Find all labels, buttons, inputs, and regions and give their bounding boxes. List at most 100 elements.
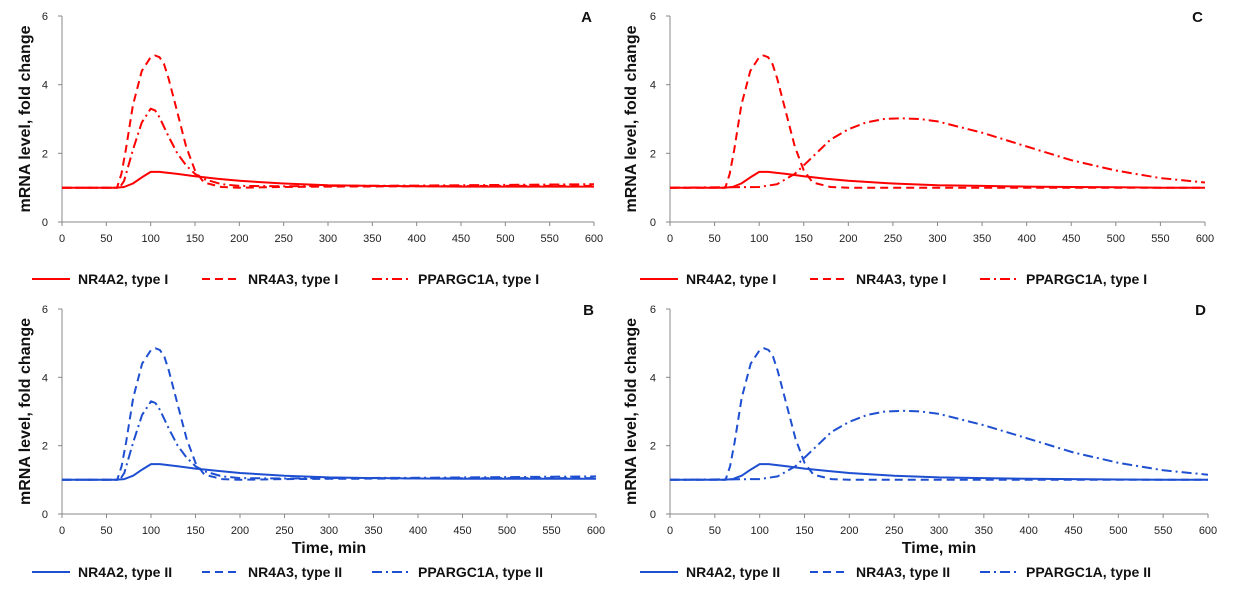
y-tick-label: 2 xyxy=(650,148,656,160)
x-tick-label: 50 xyxy=(708,233,720,245)
y-tick-label: 4 xyxy=(650,372,656,384)
x-tick-label: 300 xyxy=(320,525,338,537)
x-tick-label: 100 xyxy=(141,233,159,245)
x-tick-label: 500 xyxy=(1107,233,1125,245)
legend: NR4A2, type I NR4A3, type I PPARGC1A, type… xyxy=(32,271,539,287)
legend-label: PPARGC1A, type II xyxy=(1026,564,1151,580)
series-line xyxy=(670,170,1205,189)
x-tick-label: 550 xyxy=(1151,233,1169,245)
x-tick-label: 150 xyxy=(795,525,813,537)
y-tick-label: 0 xyxy=(650,217,656,229)
x-tick-label: 500 xyxy=(1109,525,1127,537)
y-tick-label: 4 xyxy=(650,80,656,92)
x-tick-label: 350 xyxy=(363,233,381,245)
y-axis-label: mRNA level, fold change xyxy=(17,25,34,212)
series-line xyxy=(62,400,597,481)
series-line xyxy=(670,54,1205,189)
x-tick-label: 50 xyxy=(709,525,721,537)
y-tick-label: 2 xyxy=(42,148,48,160)
y-axis-label: mRNA level, fold change xyxy=(17,318,34,505)
panel-B: 0 2 4 6 0 50 100 150 200 250 300 350 400 450 500 550 600… xyxy=(17,302,605,580)
x-tick-label: 0 xyxy=(59,233,65,245)
legend-label: NR4A3, type II xyxy=(248,564,342,580)
x-tick-label: 150 xyxy=(186,233,204,245)
x-tick-label: 450 xyxy=(1064,525,1082,537)
legend-label: NR4A2, type I xyxy=(686,271,776,287)
x-tick-label: 600 xyxy=(1196,233,1214,245)
x-tick-label: 200 xyxy=(839,233,857,245)
series-line xyxy=(62,54,594,189)
x-tick-label: 500 xyxy=(498,525,516,537)
legend-label: NR4A2, type II xyxy=(686,564,780,580)
x-tick-label: 100 xyxy=(750,525,768,537)
x-tick-label: 100 xyxy=(142,525,160,537)
y-tick-label: 4 xyxy=(42,372,48,384)
y-tick-label: 6 xyxy=(42,11,48,23)
y-tick-label: 0 xyxy=(42,509,48,521)
y-tick-label: 6 xyxy=(650,11,656,23)
x-tick-label: 450 xyxy=(1062,233,1080,245)
x-tick-label: 100 xyxy=(750,233,768,245)
x-tick-label: 400 xyxy=(409,525,427,537)
legend-label: NR4A2, type II xyxy=(78,564,172,580)
x-tick-label: 50 xyxy=(100,233,112,245)
x-tick-label: 250 xyxy=(275,525,293,537)
series-line xyxy=(62,347,596,481)
series-line xyxy=(62,107,595,189)
panel-label: B xyxy=(583,302,594,319)
x-tick-label: 400 xyxy=(1019,525,1037,537)
panel-C: 0 2 4 6 0 50 100 150 200 250 300 350 400 450 500 550 600… xyxy=(623,9,1214,287)
x-tick-label: 450 xyxy=(453,525,471,537)
y-axis-label: mRNA level, fold change xyxy=(623,318,640,505)
y-tick-label: 0 xyxy=(42,217,48,229)
x-tick-label: 0 xyxy=(667,233,673,245)
x-tick-label: 150 xyxy=(795,233,813,245)
x-tick-label: 500 xyxy=(496,233,514,245)
panel-label: A xyxy=(581,9,592,26)
legend-label: NR4A2, type I xyxy=(78,271,168,287)
legend: NR4A2, type I NR4A3, type I PPARGC1A, type… xyxy=(640,271,1147,287)
panel-A: 0 2 4 6 0 50 100 150 200 250 300 350 400 450 500 550 600… xyxy=(17,9,603,287)
y-tick-label: 6 xyxy=(650,304,656,316)
legend-label: PPARGC1A, type II xyxy=(418,564,543,580)
y-tick-label: 6 xyxy=(42,304,48,316)
panel-D: 0 2 4 6 0 50 100 150 200 250 300 350 400 450 500 550 600… xyxy=(623,302,1217,580)
x-tick-label: 50 xyxy=(100,525,112,537)
x-tick-label: 200 xyxy=(231,525,249,537)
legend-label: PPARGC1A, type I xyxy=(418,271,539,287)
x-tick-label: 600 xyxy=(585,233,603,245)
y-tick-label: 4 xyxy=(42,80,48,92)
series-line xyxy=(669,117,1206,189)
series-line xyxy=(670,463,1208,481)
legend-label: NR4A3, type I xyxy=(856,271,946,287)
x-tick-label: 550 xyxy=(1154,525,1172,537)
x-tick-label: 200 xyxy=(230,233,248,245)
panel-label: C xyxy=(1192,9,1203,26)
y-axis-label: mRNA level, fold change xyxy=(623,25,640,212)
x-tick-label: 0 xyxy=(59,525,65,537)
panel-label: D xyxy=(1195,302,1206,319)
x-tick-label: 350 xyxy=(975,525,993,537)
x-tick-label: 250 xyxy=(274,233,292,245)
x-tick-label: 250 xyxy=(884,233,902,245)
x-tick-label: 300 xyxy=(319,233,337,245)
x-tick-label: 350 xyxy=(364,525,382,537)
x-tick-label: 0 xyxy=(667,525,673,537)
x-tick-label: 200 xyxy=(840,525,858,537)
x-tick-label: 250 xyxy=(885,525,903,537)
x-axis-label: Time, min xyxy=(292,540,366,557)
x-tick-label: 450 xyxy=(452,233,470,245)
x-tick-label: 600 xyxy=(1199,525,1217,537)
x-tick-label: 600 xyxy=(587,525,605,537)
x-tick-label: 400 xyxy=(1017,233,1035,245)
legend-label: NR4A3, type I xyxy=(248,271,338,287)
x-tick-label: 150 xyxy=(186,525,204,537)
x-tick-label: 350 xyxy=(973,233,991,245)
x-tick-label: 400 xyxy=(407,233,425,245)
legend: NR4A2, type II NR4A3, type II PPARGC1A, ty… xyxy=(32,564,543,580)
series-line xyxy=(670,347,1208,481)
x-tick-label: 300 xyxy=(930,525,948,537)
y-tick-label: 2 xyxy=(42,441,48,453)
x-tick-label: 550 xyxy=(540,233,558,245)
